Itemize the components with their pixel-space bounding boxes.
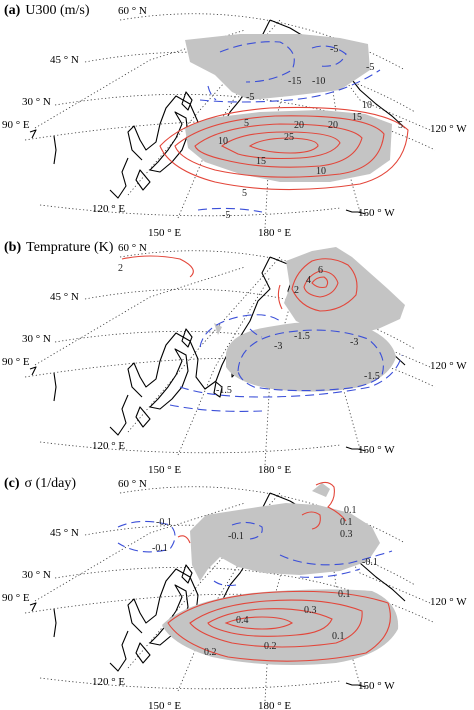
longitude-label: 120 ° W bbox=[430, 123, 467, 135]
positive-contour-label: 10 bbox=[316, 166, 326, 177]
negative-contour-label: -5 bbox=[222, 210, 230, 221]
negative-contour-label: -0.1 bbox=[156, 517, 172, 528]
longitude-label: 150 ° E bbox=[148, 464, 181, 476]
longitude-label: 90 ° E bbox=[2, 356, 30, 368]
positive-contour-label: 4 bbox=[306, 275, 311, 286]
latitude-label: 30 ° N bbox=[22, 96, 51, 108]
positive-contour-label: 20 bbox=[294, 120, 304, 131]
longitude-label: 150 ° E bbox=[148, 227, 181, 239]
longitude-label: 120 ° E bbox=[92, 203, 125, 215]
latitude-label: 45 ° N bbox=[50, 54, 79, 66]
negative-contour-label: -0.1 bbox=[228, 531, 244, 542]
positive-contour-label: 15 bbox=[352, 112, 362, 123]
positive-contour-label: 10 bbox=[362, 100, 372, 111]
longitude-label: 120 ° W bbox=[430, 360, 467, 372]
negative-contour-label: -5 bbox=[366, 62, 374, 73]
longitude-label: 90 ° E bbox=[2, 119, 30, 131]
negative-contour-label: -3 bbox=[274, 341, 282, 352]
negative-contour-label: -1.5 bbox=[294, 331, 310, 342]
positive-contour-label: 0.1 bbox=[344, 505, 357, 516]
positive-contour-label: 10 bbox=[218, 136, 228, 147]
positive-contour-label: 2 bbox=[294, 285, 299, 296]
positive-contour-label: 0.1 bbox=[338, 589, 351, 600]
panel-letter: (a) bbox=[4, 3, 21, 18]
negative-contour-label: -15 bbox=[288, 76, 301, 87]
positive-contour-label: 0.2 bbox=[204, 647, 217, 658]
positive-contour-label: 5 bbox=[398, 120, 403, 131]
negative-contour-label: -3 bbox=[350, 337, 358, 348]
panel-c-title: (c) σ (1/day) bbox=[4, 476, 76, 491]
latitude-label: 60 ° N bbox=[118, 242, 147, 254]
latitude-label: 30 ° N bbox=[22, 569, 51, 581]
negative-contour-label: -0.1 bbox=[152, 543, 168, 554]
latitude-label: 45 ° N bbox=[50, 527, 79, 539]
latitude-label: 60 ° N bbox=[118, 5, 147, 17]
panel-letter: (c) bbox=[4, 476, 20, 491]
panel-variable: σ (1/day) bbox=[25, 476, 77, 491]
longitude-label: 120 ° W bbox=[430, 596, 467, 608]
longitude-label: 150 ° E bbox=[148, 700, 181, 710]
positive-contour-label: 0.3 bbox=[340, 529, 353, 540]
panel-letter: (b) bbox=[4, 240, 21, 255]
positive-contour-label: 5 bbox=[242, 188, 247, 199]
panel-a bbox=[24, 13, 436, 229]
positive-contour-label: 0.1 bbox=[340, 517, 353, 528]
longitude-label: 150 ° W bbox=[358, 444, 395, 456]
longitude-label: 90 ° E bbox=[2, 592, 30, 604]
positive-contour-label: 0.1 bbox=[332, 631, 345, 642]
panel-b-title: (b) Temprature (K) bbox=[4, 240, 114, 255]
panel-a-title: (a) U300 (m/s) bbox=[4, 3, 90, 18]
negative-contour-label: -5 bbox=[330, 44, 338, 55]
panel-variable: U300 (m/s) bbox=[25, 3, 90, 18]
positive-contour-label: 0.3 bbox=[304, 605, 317, 616]
negative-contour-label: -10 bbox=[312, 76, 325, 87]
positive-contour-label: 25 bbox=[284, 132, 294, 143]
longitude-label: 180 ° E bbox=[258, 464, 291, 476]
positive-contour-label: 20 bbox=[328, 120, 338, 131]
longitude-label: 180 ° E bbox=[258, 227, 291, 239]
negative-contour-label: -0.1 bbox=[362, 557, 378, 568]
positive-contour-label: 15 bbox=[256, 156, 266, 167]
longitude-label: 120 ° E bbox=[92, 676, 125, 688]
negative-contour-label: -5 bbox=[246, 92, 254, 103]
positive-contour-label: 2 bbox=[118, 263, 123, 274]
panel-b bbox=[24, 247, 436, 466]
positive-contour-label: 5 bbox=[244, 118, 249, 129]
latitude-label: 30 ° N bbox=[22, 333, 51, 345]
latitude-label: 45 ° N bbox=[50, 291, 79, 303]
latitude-label: 60 ° N bbox=[118, 478, 147, 490]
positive-contour-label: 0.4 bbox=[236, 615, 249, 626]
panel-variable: Temprature (K) bbox=[26, 240, 114, 255]
positive-contour-label: 0.2 bbox=[264, 641, 277, 652]
longitude-label: 150 ° W bbox=[358, 207, 395, 219]
longitude-label: 120 ° E bbox=[92, 440, 125, 452]
negative-contour-label: -1.5 bbox=[216, 385, 232, 396]
positive-contour-label: 6 bbox=[318, 265, 323, 276]
negative-contour-label: -1.5 bbox=[364, 371, 380, 382]
longitude-label: 180 ° E bbox=[258, 700, 291, 710]
longitude-label: 150 ° W bbox=[358, 680, 395, 692]
panel-c bbox=[24, 481, 436, 702]
